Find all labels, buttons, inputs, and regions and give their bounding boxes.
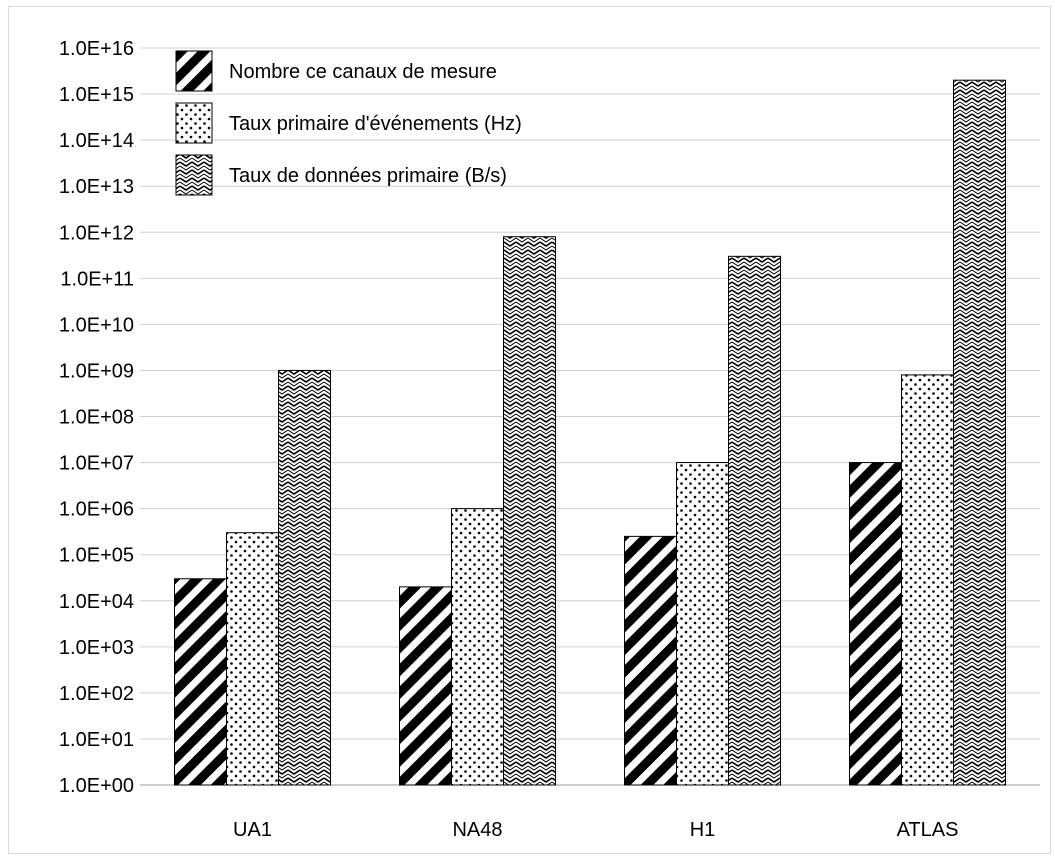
y-tick-label: 1.0E+05 bbox=[59, 545, 134, 567]
y-tick-label: 1.0E+14 bbox=[59, 130, 134, 152]
legend-label: Nombre ce canaux de mesure bbox=[229, 61, 497, 83]
legend-swatch bbox=[175, 50, 213, 92]
y-tick-label: 1.0E+02 bbox=[59, 683, 134, 705]
bar bbox=[399, 586, 452, 786]
y-tick-label: 1.0E+04 bbox=[59, 591, 134, 613]
y-tick-label: 1.0E+03 bbox=[59, 637, 134, 659]
x-category-label: NA48 bbox=[452, 819, 502, 841]
y-tick-label: 1.0E+01 bbox=[59, 729, 134, 751]
bar bbox=[849, 462, 902, 786]
y-tick-label: 1.0E+12 bbox=[59, 222, 134, 244]
y-tick-label: 1.0E+06 bbox=[59, 499, 134, 521]
x-category-label: ATLAS bbox=[897, 819, 959, 841]
legend-label: Taux primaire d'événements (Hz) bbox=[229, 113, 522, 135]
bar bbox=[278, 369, 331, 786]
bar bbox=[624, 535, 677, 786]
legend: Nombre ce canaux de mesure Taux primaire … bbox=[175, 50, 522, 196]
y-tick-label: 1.0E+10 bbox=[59, 314, 134, 336]
legend-label: Taux de données primaire (B/s) bbox=[229, 165, 507, 187]
x-category-label: UA1 bbox=[233, 819, 272, 841]
legend-swatch bbox=[175, 102, 213, 144]
y-tick-label: 1.0E+00 bbox=[59, 775, 134, 797]
y-tick-label: 1.0E+13 bbox=[59, 176, 134, 198]
bars bbox=[174, 79, 1006, 786]
bar bbox=[676, 462, 729, 786]
y-tick-label: 1.0E+15 bbox=[59, 84, 134, 106]
bar bbox=[226, 532, 279, 786]
bar bbox=[728, 255, 781, 786]
y-tick-label: 1.0E+07 bbox=[59, 453, 134, 475]
y-tick-label: 1.0E+09 bbox=[59, 360, 134, 382]
x-category-label: H1 bbox=[690, 819, 716, 841]
legend-swatch bbox=[175, 154, 213, 196]
bar bbox=[174, 578, 227, 786]
bar bbox=[503, 236, 556, 786]
y-tick-label: 1.0E+16 bbox=[59, 38, 134, 60]
y-tick-label: 1.0E+08 bbox=[59, 407, 134, 429]
y-axis-ticks: 1.0E+00 1.0E+01 1.0E+02 1.0E+03 1.0E+04 1.0E+… bbox=[59, 38, 134, 797]
bar bbox=[901, 374, 954, 786]
bar bbox=[953, 79, 1006, 786]
x-axis-categories: UA1 NA48 H1 ATLAS bbox=[233, 819, 958, 841]
y-tick-label: 1.0E+11 bbox=[60, 268, 134, 290]
bar bbox=[451, 508, 504, 786]
